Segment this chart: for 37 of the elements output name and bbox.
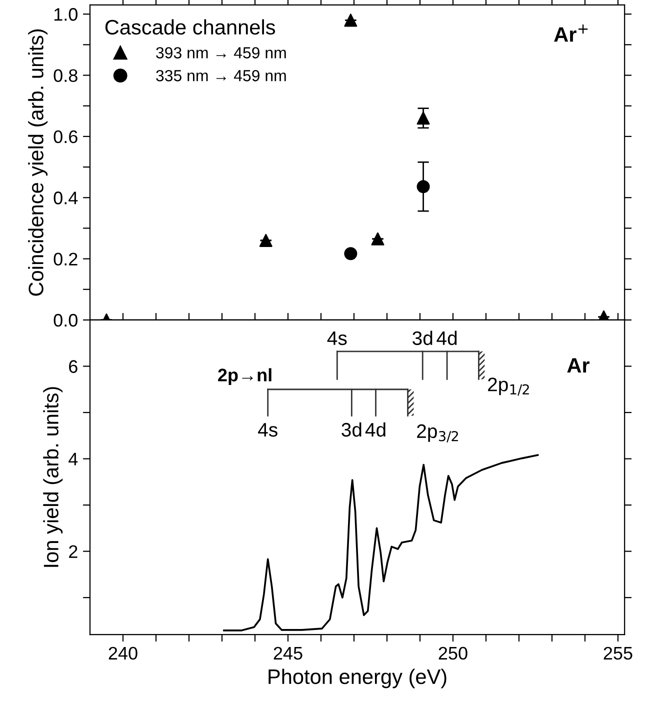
x-axis-title: Photon energy (eV): [268, 668, 446, 688]
annotation: Ar$^{+}$: [554, 24, 588, 42]
x-tick-label: 240: [108, 646, 138, 660]
legend-label: 335 nm → 459 nm: [156, 70, 286, 82]
annotation: 4d: [365, 422, 386, 437]
annotation: 4s: [258, 423, 278, 437]
y-tick-label: 0.4: [54, 192, 78, 204]
y-tick-label: 0.2: [54, 252, 78, 266]
y-axis-title: Ion yield (arb. units): [43, 387, 63, 567]
point: [416, 112, 430, 125]
y-tick-label: 4: [68, 452, 78, 466]
annotation: 4d: [436, 330, 457, 346]
annotation: 3d: [412, 330, 432, 346]
x-tick-label: 250: [438, 646, 468, 660]
annotation: 4s: [327, 332, 347, 346]
x-tick-label: 255: [604, 646, 632, 660]
y-tick-label: 2: [69, 545, 78, 558]
annotation: 2p$_{3/2}$: [417, 424, 458, 442]
x-tick-label: 245: [274, 646, 302, 660]
annotation: Ar: [567, 358, 590, 373]
point: [371, 232, 384, 246]
annotation: 2p→nl: [218, 368, 272, 386]
point: [344, 247, 358, 260]
y-tick-label: 6: [69, 360, 78, 373]
y-axis-title: Coincidence yield (arb. units): [28, 29, 48, 296]
point: [416, 180, 430, 194]
point: [259, 234, 272, 247]
text: 0.0: [54, 314, 78, 327]
point: [344, 14, 358, 27]
annotation: 3d: [342, 422, 362, 437]
y-tick-label: 0.6: [54, 130, 78, 144]
line-series: [223, 454, 539, 632]
y-tick-label: 1.0: [54, 8, 78, 21]
legend-label: 393 nm → 459 nm: [156, 47, 286, 58]
annotation: 2p$_{1/2}$: [488, 378, 529, 396]
y-tick-label: 0.8: [54, 69, 78, 82]
legend-title: Cascade channels: [105, 19, 276, 35]
